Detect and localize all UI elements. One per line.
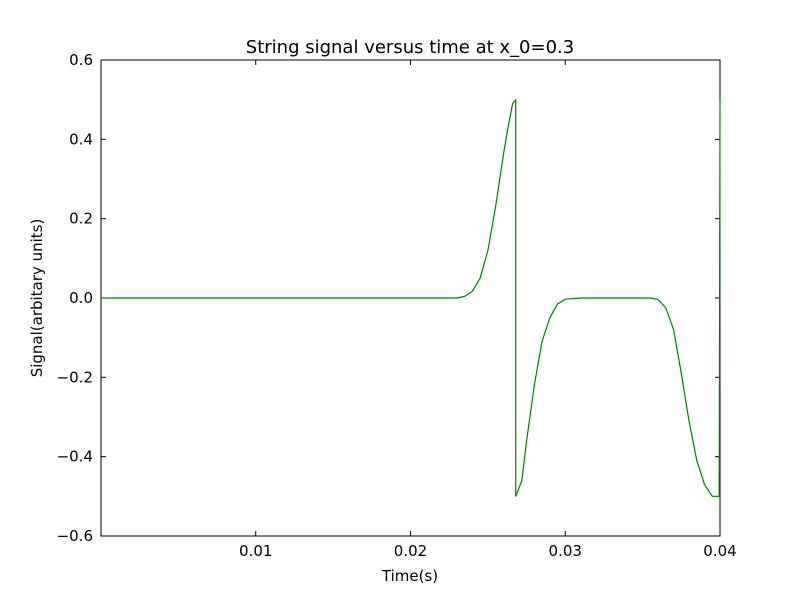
y-axis-label: Signal(arbitary units) <box>28 219 46 378</box>
y-tick-label: 0.2 <box>69 210 93 228</box>
x-tick-label: 0.03 <box>549 542 582 560</box>
x-axis: 0.01 0.02 0.03 0.04 <box>239 60 737 560</box>
y-tick-label: −0.6 <box>57 527 93 545</box>
y-tick-label: 0.4 <box>69 130 93 148</box>
x-axis-label: Time(s) <box>381 567 438 585</box>
y-tick-label: 0.6 <box>69 51 93 69</box>
x-tick-label: 0.04 <box>703 542 736 560</box>
y-tick-label: 0.0 <box>69 289 93 307</box>
series-layer <box>101 99 721 497</box>
x-tick-label: 0.02 <box>394 542 427 560</box>
y-tick-label: −0.2 <box>57 368 93 386</box>
chart-title: String signal versus time at x_0=0.3 <box>246 37 574 58</box>
y-axis: 0.6 0.4 0.2 0.0 −0.2 −0.4 −0.6 <box>57 51 720 545</box>
series-line <box>101 99 721 497</box>
x-tick-label: 0.01 <box>239 542 272 560</box>
y-tick-label: −0.4 <box>57 448 93 466</box>
